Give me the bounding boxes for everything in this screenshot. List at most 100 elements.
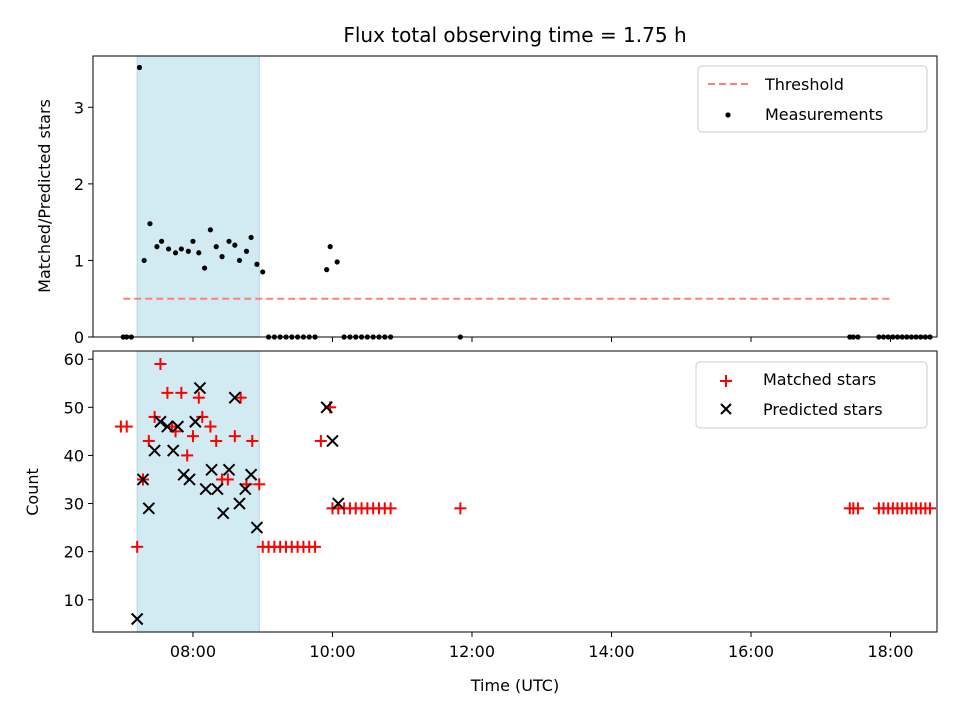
predicted-stars-point bbox=[320, 401, 333, 414]
top-panel: 0 1 2 3 Matched/Predicted stars Threshold M… bbox=[35, 55, 938, 347]
measurement-point bbox=[172, 250, 179, 256]
predicted-stars-point bbox=[332, 497, 345, 510]
matched-stars-point bbox=[221, 473, 234, 486]
predicted-stars-point bbox=[216, 506, 230, 520]
y-tick-label: 20 bbox=[64, 543, 84, 562]
legend-predicted-swatch bbox=[720, 403, 732, 415]
matched-stars-point bbox=[175, 386, 188, 399]
measurement-point bbox=[154, 244, 160, 250]
predicted-stars-point bbox=[199, 482, 212, 496]
predicted-stars-point bbox=[228, 391, 242, 404]
matched-stars-point bbox=[204, 420, 217, 433]
predicted-stars-point bbox=[142, 502, 156, 515]
measurement-point bbox=[185, 248, 191, 254]
matched-stars-point bbox=[309, 540, 322, 553]
matched-stars-point bbox=[196, 410, 209, 423]
matched-stars-point bbox=[131, 540, 144, 553]
predicted-stars-point bbox=[154, 415, 167, 428]
y-tick-label: 2 bbox=[74, 175, 84, 194]
predicted-stars-point bbox=[244, 468, 258, 481]
x-tick-label: 16:00 bbox=[728, 642, 774, 661]
y-tick-label: 0 bbox=[74, 328, 84, 347]
predicted-stars-point bbox=[171, 420, 185, 433]
predicted-stars-point bbox=[167, 444, 180, 457]
matched-stars-point bbox=[314, 434, 327, 447]
matched-stars-point bbox=[454, 502, 467, 515]
matched-stars-point bbox=[851, 502, 864, 515]
predicted-stars-point bbox=[326, 434, 339, 448]
measurement-point bbox=[254, 261, 260, 267]
legend-measurements-swatch bbox=[725, 112, 731, 118]
bottom-legend-box bbox=[695, 361, 928, 429]
measurement-point bbox=[158, 238, 165, 244]
measurement-points bbox=[120, 64, 933, 340]
predicted-stars-point bbox=[222, 463, 236, 477]
measurement-point bbox=[324, 267, 330, 273]
y-tick-label: 3 bbox=[74, 98, 84, 117]
measurement-point bbox=[243, 248, 250, 254]
legend-threshold-label: Threshold bbox=[764, 75, 844, 94]
predicted-stars-point bbox=[136, 473, 150, 486]
matched-stars-point bbox=[253, 478, 266, 491]
observing-window-shade bbox=[136, 55, 260, 338]
predicted-stars-point bbox=[193, 381, 207, 395]
predicted-stars-point bbox=[189, 415, 202, 428]
measurement-point bbox=[213, 244, 219, 250]
matched-stars-point bbox=[384, 502, 397, 515]
predicted-stars-point bbox=[233, 497, 246, 510]
measurement-point bbox=[260, 269, 266, 275]
y-tick-label: 1 bbox=[74, 251, 84, 270]
matched-stars-point bbox=[161, 386, 174, 399]
measurement-point bbox=[226, 238, 232, 244]
matched-stars-point bbox=[246, 434, 259, 447]
predicted-stars-point bbox=[211, 482, 224, 496]
chart-title: Flux total observing time = 1.75 h bbox=[343, 23, 686, 47]
bottom-y-axis-label: Count bbox=[23, 468, 42, 516]
measurement-point bbox=[236, 257, 243, 264]
count-points bbox=[114, 357, 937, 626]
bottom-panel: 10 20 30 40 50 60 08:00 10:00 12:00 14:00 16:00 18:… bbox=[23, 350, 938, 695]
predicted-stars-point bbox=[239, 482, 252, 496]
x-tick-label: 14:00 bbox=[588, 642, 634, 661]
matched-stars-point bbox=[120, 420, 133, 433]
top-y-axis-label: Matched/Predicted stars bbox=[35, 99, 54, 293]
matched-stars-point bbox=[154, 357, 167, 370]
x-tick-label: 10:00 bbox=[309, 642, 355, 661]
measurement-point bbox=[202, 265, 208, 271]
matched-stars-point bbox=[924, 502, 937, 515]
x-tick-label: 08:00 bbox=[170, 642, 216, 661]
bottom-legend: Matched stars Predicted stars bbox=[695, 361, 928, 429]
measurement-point bbox=[232, 242, 238, 248]
legend-matched-label: Matched stars bbox=[763, 370, 876, 389]
measurement-point bbox=[248, 234, 254, 241]
predicted-stars-point bbox=[250, 521, 264, 534]
measurement-point bbox=[219, 254, 225, 260]
y-tick-label: 50 bbox=[64, 398, 84, 417]
x-axis-label: Time (UTC) bbox=[470, 676, 559, 695]
predicted-stars-point bbox=[130, 612, 144, 626]
legend-measurements-label: Measurements bbox=[765, 105, 883, 124]
predicted-stars-point bbox=[205, 463, 218, 477]
predicted-stars-point bbox=[161, 420, 174, 433]
matched-stars-point bbox=[142, 434, 155, 447]
predicted-stars-point bbox=[148, 444, 161, 457]
measurement-point bbox=[178, 246, 184, 252]
matched-stars-point bbox=[192, 391, 205, 404]
x-tick-label: 12:00 bbox=[449, 642, 495, 661]
measurement-point bbox=[327, 244, 333, 250]
y-tick-label: 10 bbox=[64, 591, 84, 610]
matched-stars-point bbox=[228, 430, 241, 443]
x-tick-label: 18:00 bbox=[867, 642, 913, 661]
top-legend: Threshold Measurements bbox=[697, 65, 928, 133]
measurement-point bbox=[334, 259, 340, 265]
matched-stars-point bbox=[186, 430, 199, 443]
legend-predicted-label: Predicted stars bbox=[763, 400, 883, 419]
bottom-axis-ticks: 10 20 30 40 50 60 08:00 10:00 12:00 14:00 16:00 18:… bbox=[64, 350, 914, 661]
legend-matched-swatch bbox=[720, 375, 732, 387]
measurement-point bbox=[207, 227, 214, 233]
top-legend-box bbox=[697, 65, 928, 133]
matched-stars-point bbox=[210, 434, 223, 447]
measurement-point bbox=[190, 238, 196, 244]
y-tick-label: 40 bbox=[64, 446, 84, 465]
